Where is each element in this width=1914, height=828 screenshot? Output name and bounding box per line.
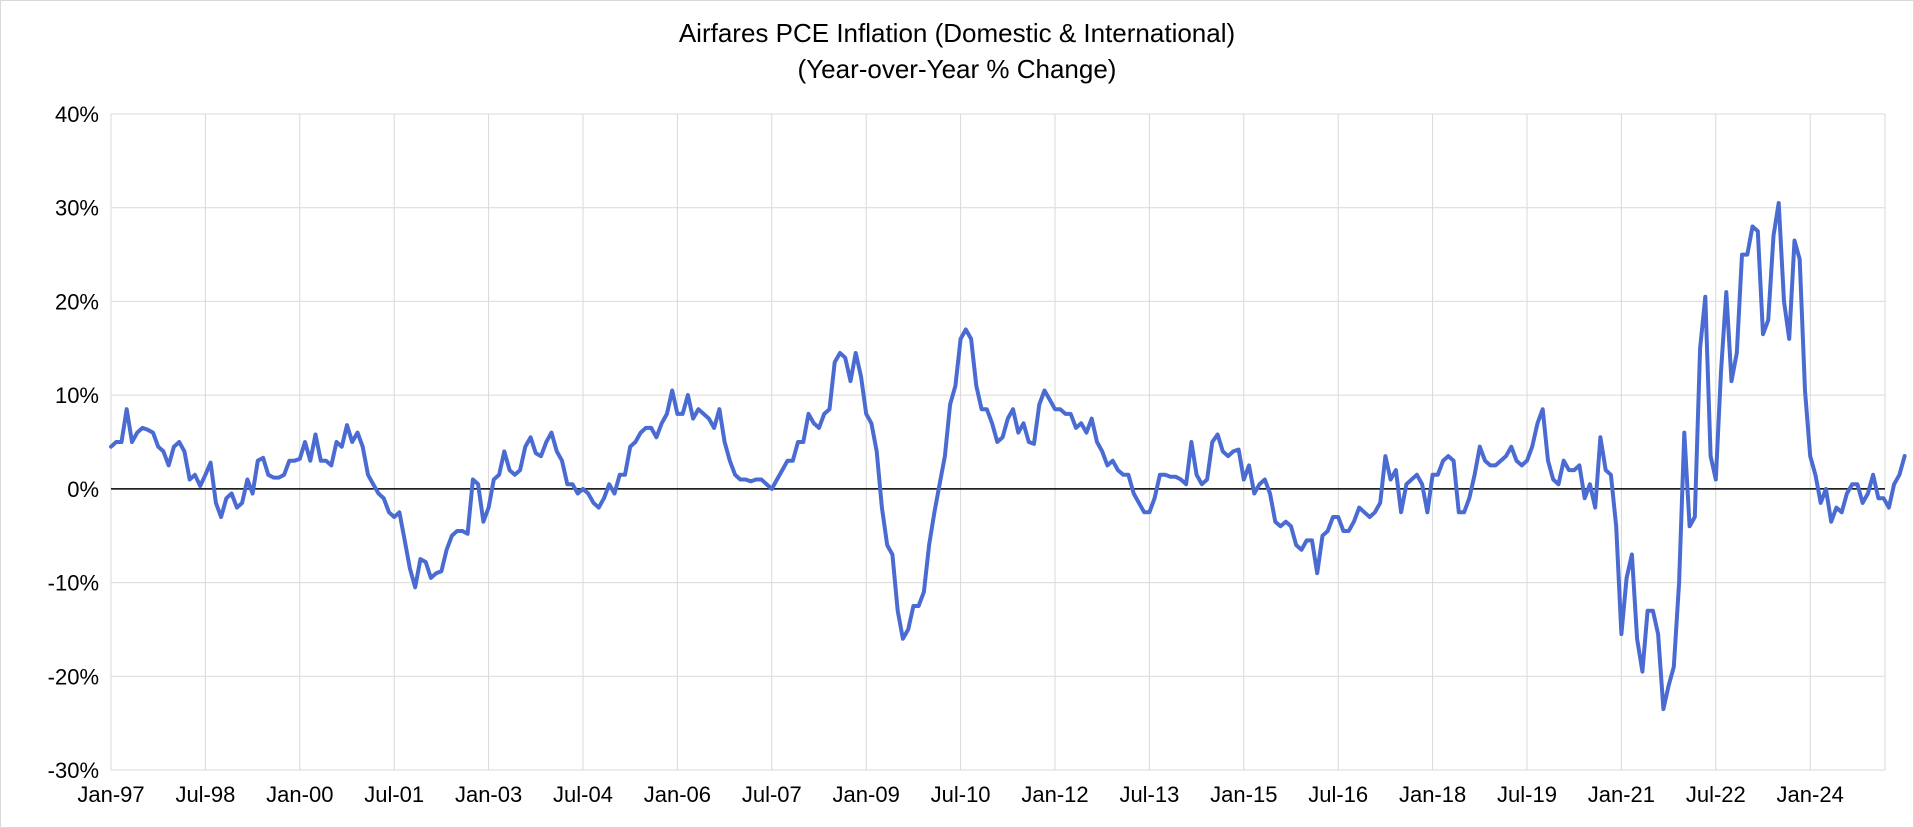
y-tick-label: 20% <box>55 289 99 314</box>
x-tick-label: Jan-12 <box>1021 782 1088 807</box>
y-tick-label: -10% <box>48 571 99 596</box>
y-tick-label: 0% <box>67 477 99 502</box>
x-tick-label: Jul-01 <box>364 782 424 807</box>
x-tick-label: Jul-98 <box>175 782 235 807</box>
gridlines <box>110 113 1886 771</box>
x-tick-label: Jan-15 <box>1210 782 1277 807</box>
x-tick-label: Jul-10 <box>931 782 991 807</box>
chart-subtitle: (Year-over-Year % Change) <box>797 54 1117 84</box>
x-tick-label: Jan-09 <box>833 782 900 807</box>
chart-title: Airfares PCE Inflation (Domestic & Inter… <box>678 18 1236 48</box>
x-tick-label: Jul-13 <box>1119 782 1179 807</box>
x-tick-label: Jul-16 <box>1308 782 1368 807</box>
x-tick-label: Jan-21 <box>1588 782 1655 807</box>
x-tick-label: Jan-97 <box>77 782 144 807</box>
x-tick-label: Jan-18 <box>1399 782 1466 807</box>
y-tick-label: 30% <box>55 196 99 221</box>
x-axis: Jan-97 Jul-98 Jan-00 Jul-01 Jan-03 Jul-04 Jan-… <box>77 782 1843 807</box>
y-tick-label: 40% <box>55 102 99 127</box>
x-tick-label: Jul-07 <box>742 782 802 807</box>
series-line <box>109 201 1907 712</box>
x-tick-label: Jul-19 <box>1497 782 1557 807</box>
y-tick-label: 10% <box>55 383 99 408</box>
x-tick-label: Jan-06 <box>644 782 711 807</box>
x-tick-label: Jan-00 <box>266 782 333 807</box>
x-tick-label: Jul-04 <box>553 782 613 807</box>
x-tick-label: Jan-03 <box>455 782 522 807</box>
series-group <box>109 201 1907 712</box>
y-tick-label: -20% <box>48 664 99 689</box>
y-axis: 40% 30% 20% 10% 0% -10% -20% -30% <box>48 102 99 783</box>
y-tick-label: -30% <box>48 758 99 783</box>
x-tick-label: Jul-22 <box>1686 782 1746 807</box>
x-tick-label: Jan-24 <box>1777 782 1844 807</box>
